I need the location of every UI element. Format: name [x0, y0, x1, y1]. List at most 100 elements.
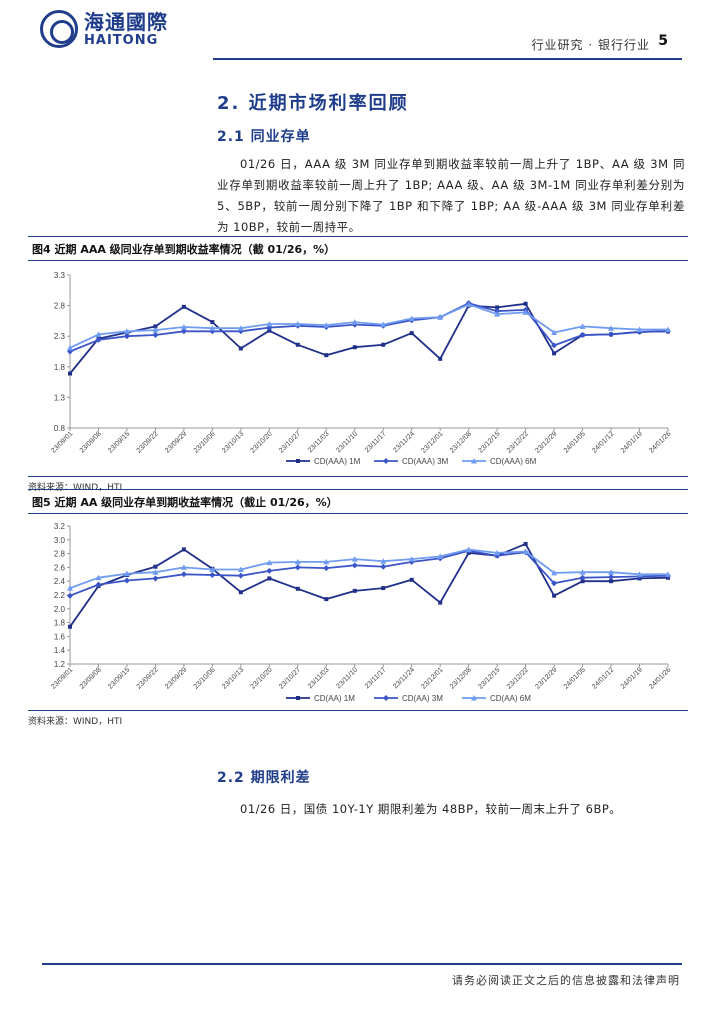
x-tick-label: 23/10/20	[250, 666, 274, 690]
data-point	[380, 321, 387, 328]
x-tick-label: 23/12/29	[534, 430, 558, 454]
x-tick-label: 24/01/12	[591, 666, 615, 690]
header-section-label: 行业研究 · 银行行业	[531, 38, 650, 52]
data-point	[181, 547, 186, 552]
data-point	[67, 344, 73, 351]
data-point	[609, 579, 614, 584]
y-tick-label: 0.8	[54, 424, 66, 433]
y-tick-label: 2.2	[54, 591, 66, 600]
x-tick-label: 23/10/27	[278, 430, 302, 454]
data-point	[409, 331, 414, 336]
haitong-logo: 海通國際 HAITONG	[40, 10, 168, 48]
x-tick-label: 23/12/01	[420, 430, 444, 454]
data-point	[95, 581, 102, 588]
data-point	[238, 346, 243, 351]
x-tick-label: 23/11/03	[307, 666, 331, 690]
footer-divider	[42, 963, 682, 965]
data-point	[636, 326, 643, 332]
figure-4-chart: 0.81.31.82.32.83.323/09/01 23/09/08 23/09/…	[50, 271, 672, 466]
data-point	[438, 600, 443, 605]
x-tick-label: 23/12/08	[449, 666, 473, 690]
data-point	[522, 548, 529, 555]
x-tick-label: 23/10/13	[221, 666, 245, 690]
data-point	[380, 563, 387, 570]
footer-disclaimer: 请务必阅读正文之后的信息披露和法律声明	[452, 974, 680, 987]
figure-4-source: 资料来源：WIND，HTI	[28, 476, 688, 493]
data-point	[267, 576, 272, 581]
data-point	[408, 556, 415, 562]
series-line-2	[69, 549, 669, 597]
data-point	[409, 577, 414, 582]
data-point	[381, 342, 386, 347]
data-point	[210, 320, 215, 325]
data-point	[579, 323, 586, 329]
data-point	[351, 319, 358, 325]
data-point	[438, 356, 443, 361]
x-tick-label: 24/01/19	[620, 430, 644, 454]
data-point	[522, 309, 529, 315]
x-tick-label: 23/11/17	[364, 430, 388, 454]
data-point	[237, 325, 244, 331]
data-point	[294, 558, 301, 565]
x-tick-label: 23/12/15	[477, 430, 501, 454]
legend-marker	[296, 696, 300, 700]
x-tick-label: 23/10/06	[193, 430, 217, 454]
data-point	[95, 336, 102, 343]
x-tick-label: 23/10/27	[278, 666, 302, 690]
section-title: 2. 近期市场利率回顾	[217, 93, 409, 114]
figure-5-title: 图5 近期 AA 级同业存单到期收益率情况（截止 01/26，%）	[28, 489, 688, 514]
data-point	[352, 345, 357, 350]
x-tick-label: 24/01/12	[591, 430, 615, 454]
series-line-1	[69, 302, 669, 375]
data-point	[324, 597, 329, 602]
data-point	[351, 562, 358, 569]
data-point	[323, 565, 330, 572]
x-tick-label: 23/09/29	[164, 430, 188, 454]
data-point	[323, 322, 330, 328]
data-point	[580, 579, 585, 584]
data-point	[266, 559, 273, 566]
data-point	[181, 304, 186, 309]
x-tick-label: 23/11/24	[392, 666, 416, 690]
data-point	[324, 353, 329, 358]
data-point	[551, 569, 558, 576]
data-point	[152, 331, 159, 338]
x-tick-label: 24/01/05	[563, 666, 587, 690]
y-tick-label: 3.3	[54, 271, 66, 280]
legend-marker	[383, 695, 389, 701]
legend-label: CD(AA) 1M	[314, 694, 355, 703]
data-point	[266, 320, 273, 327]
figure-5: 图5 近期 AA 级同业存单到期收益率情况（截止 01/26，%） 1.2 1.4…	[28, 489, 688, 727]
data-point	[608, 569, 615, 575]
data-point	[123, 328, 130, 334]
data-point	[552, 593, 557, 598]
data-point	[209, 566, 216, 572]
data-point	[494, 308, 501, 315]
data-point	[153, 564, 158, 569]
page-number: 5	[658, 33, 668, 49]
data-point	[437, 314, 444, 320]
y-tick-label: 3.0	[54, 536, 66, 545]
data-point	[579, 569, 586, 575]
data-point	[465, 546, 472, 552]
figure-5-source: 资料来源：WIND，HTI	[28, 710, 688, 727]
data-point	[295, 342, 300, 347]
y-tick-label: 3.2	[54, 522, 66, 531]
data-point	[153, 324, 158, 329]
data-point	[380, 558, 387, 564]
data-point	[209, 325, 216, 331]
x-tick-label: 24/01/19	[620, 666, 644, 690]
figure-4: 图4 近期 AAA 级同业存单到期收益率情况（截 01/26，%） 0.8 1.3…	[28, 236, 688, 493]
data-point	[323, 558, 330, 565]
y-tick-label: 1.4	[54, 646, 66, 655]
data-point	[381, 586, 386, 591]
series-line-2	[69, 302, 669, 353]
data-point	[180, 328, 187, 335]
data-point	[95, 574, 102, 581]
data-point	[579, 331, 586, 338]
y-tick-label: 1.8	[54, 363, 66, 372]
x-tick-label: 23/09/22	[136, 430, 160, 454]
legend-marker	[383, 458, 389, 464]
data-point	[579, 574, 586, 581]
data-point	[523, 541, 528, 546]
